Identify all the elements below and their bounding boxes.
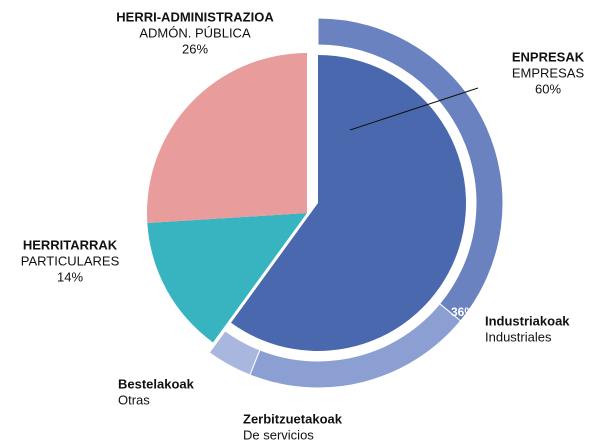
pie-slice <box>146 53 307 224</box>
slice-label: ADMÓN. PÚBLICA <box>139 25 251 40</box>
slice-label-eu: ENPRESAK <box>512 49 585 64</box>
pie-slice <box>231 55 466 351</box>
slice-value-label: 26% <box>182 41 208 56</box>
ring-label-eu: Bestelakoak <box>118 376 195 391</box>
slice-label: PARTICULARES <box>21 253 120 268</box>
ring-label-eu: Industriakoak <box>485 313 570 328</box>
ring-label: Otras <box>118 392 150 407</box>
ring-label: De servicios <box>243 427 314 442</box>
pie-slice <box>147 213 307 343</box>
slice-label: EMPRESAS <box>512 65 585 80</box>
slice-value-label: 14% <box>57 269 83 284</box>
ring-value-label: 4% <box>210 363 228 377</box>
ring-label-eu: Zerbitzuetakoak <box>243 411 343 426</box>
slice-label-eu: HERRITARRAK <box>23 237 118 252</box>
slice-value-label: 60% <box>535 81 561 96</box>
ring-value-label: 20% <box>256 380 280 394</box>
ring-segment <box>208 330 261 376</box>
ring-label: Industriales <box>485 329 552 344</box>
leader-line <box>349 87 479 131</box>
slice-label-eu: HERRI-ADMINISTRAZIOA <box>116 9 274 24</box>
ring-value-label: 36% <box>451 305 475 319</box>
